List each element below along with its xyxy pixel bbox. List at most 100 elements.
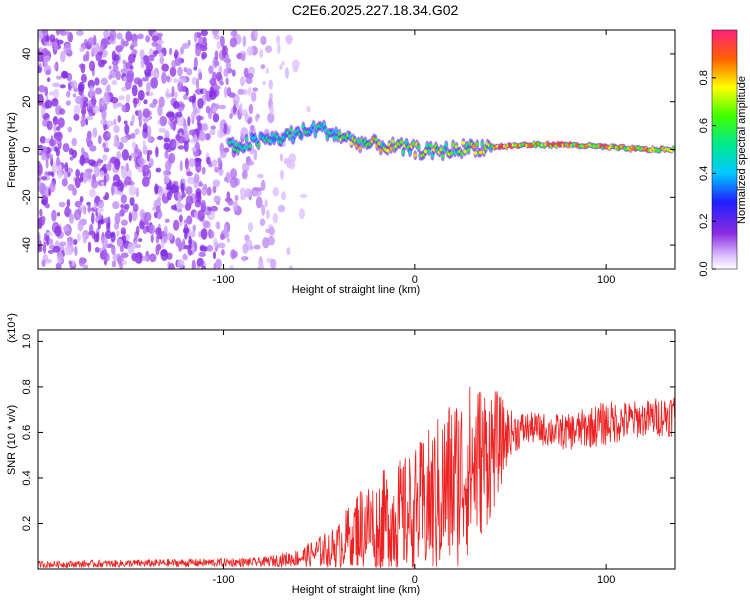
heatmap-noise-cell	[95, 210, 99, 217]
heatmap-noise-cell	[127, 242, 135, 255]
heatmap-noise-cell	[213, 262, 217, 269]
heatmap-noise-cell	[142, 108, 151, 118]
heatmap-noise-cell	[191, 76, 197, 86]
heatmap-noise-cell	[277, 42, 281, 55]
heatmap-noise-cell	[38, 93, 44, 106]
heatmap-noise-cell	[94, 87, 103, 95]
heatmap-noise-cell	[165, 111, 174, 118]
heatmap-noise-cell	[250, 91, 257, 103]
heatmap-noise-cell	[223, 67, 229, 78]
heatmap-noise-cell	[88, 60, 96, 72]
heatmap-noise-cell	[256, 173, 264, 179]
heatmap-noise-cell	[172, 100, 180, 109]
heatmap-noise-cell	[149, 157, 154, 167]
heatmap-noise-cell	[219, 142, 225, 154]
heatmap-noise-cell	[195, 161, 202, 173]
heatmap-noise-cell	[245, 73, 254, 79]
heatmap-noise-cell	[254, 30, 258, 39]
heatmap-noise-cell	[215, 258, 222, 269]
heatmap-noise-cell	[208, 229, 215, 239]
heatmap-noise-cell	[254, 187, 263, 192]
heatmap-noise-cell	[78, 63, 86, 69]
heatmap-noise-cell	[206, 186, 212, 196]
heatmap-noise-cell	[98, 212, 102, 220]
heatmap-noise-cell	[264, 199, 268, 208]
heatmap-noise-cell	[215, 71, 223, 81]
heatmap-noise-cell	[81, 105, 87, 117]
heatmap-noise-cell	[101, 236, 109, 249]
heatmap-noise-cell	[180, 182, 185, 194]
heatmap-noise-cell	[265, 67, 270, 74]
heatmap-noise-cell	[65, 100, 71, 106]
heatmap-noise-cell	[63, 245, 72, 256]
heatmap-noise-cell	[246, 160, 255, 166]
heatmap-signal-cell	[478, 150, 483, 155]
heatmap-noise-cell	[267, 112, 275, 124]
heatmap-noise-cell	[186, 171, 193, 177]
heatmap-noise-cell	[52, 245, 61, 253]
heatmap-signal-cell	[480, 141, 485, 146]
heatmap-noise-cell	[183, 122, 188, 134]
heatmap-noise-cell	[82, 54, 88, 62]
heatmap-signal-cell	[453, 150, 457, 155]
heatmap-noise-cell	[257, 262, 265, 269]
heatmap-axes: -100 0 100 -40 -20 0 20 40	[21, 30, 675, 286]
heatmap-noise-cell	[179, 160, 183, 172]
heatmap-noise-cell	[214, 50, 219, 61]
heatmap-noise-cell	[292, 66, 299, 73]
heatmap-noise-cell	[279, 64, 283, 71]
heatmap-noise-cell	[109, 156, 118, 164]
heatmap-signal-cell	[378, 148, 383, 153]
heatmap-noise-cell	[164, 218, 170, 223]
heatmap-noise-cell	[240, 53, 246, 62]
heatmap-noise-cell	[131, 141, 136, 149]
heatmap-noise-cell	[150, 234, 154, 243]
heatmap-noise-cell	[169, 66, 177, 77]
heatmap-signal-cell	[248, 144, 252, 148]
heatmap-noise-cell	[182, 227, 190, 235]
heatmap-noise-cell	[120, 68, 129, 74]
heatmap-noise-cell	[203, 183, 208, 190]
heatmap-noise-cell	[60, 70, 68, 79]
heatmap-noise-cell	[97, 201, 105, 209]
heatmap-noise-cell	[74, 176, 81, 189]
heatmap-noise-cell	[100, 181, 105, 187]
heatmap-noise-cell	[226, 86, 232, 97]
heatmap-noise-cell	[248, 103, 254, 115]
heatmap-noise-cell	[197, 36, 206, 45]
heatmap-noise-cell	[242, 243, 249, 254]
heatmap-noise-cell	[39, 183, 47, 196]
heatmap-noise-cell	[157, 120, 161, 125]
heatmap-noise-cell	[174, 57, 182, 67]
heatmap-noise-cell	[55, 30, 61, 36]
heatmap-noise-cell	[284, 34, 293, 44]
heatmap-noise-cell	[57, 252, 64, 264]
heatmap-noise-cell	[226, 237, 230, 243]
heatmap-noise-cell	[176, 259, 185, 269]
heatmap-noise-cell	[173, 78, 178, 84]
heatmap-noise-cell	[121, 260, 127, 266]
heatmap-noise-cell	[270, 258, 277, 269]
heatmap-noise-cell	[197, 209, 205, 222]
heatmap-noise-cell	[59, 84, 66, 89]
heatmap-noise-cell	[102, 154, 108, 161]
snr-x-tick-label: -100	[213, 574, 235, 586]
snr-series-line	[38, 386, 675, 569]
heatmap-noise-cell	[196, 257, 204, 267]
heatmap-signal-cell	[408, 150, 412, 155]
heatmap-noise-cell	[169, 119, 175, 130]
heatmap-noise-cell	[230, 168, 238, 180]
heatmap-noise-cell	[213, 60, 220, 67]
heatmap-signal-cell	[475, 142, 480, 147]
heatmap-noise-cell	[261, 204, 266, 216]
heatmap-noise-cell	[200, 30, 209, 37]
heatmap-signal-cell	[461, 141, 466, 145]
heatmap-noise-cell	[159, 52, 164, 58]
heatmap-noise-cell	[95, 52, 102, 62]
heatmap-noise-cell	[44, 99, 53, 109]
heatmap-noise-cell	[99, 44, 105, 53]
heatmap-noise-cell	[195, 45, 202, 57]
heatmap-noise-cell	[218, 104, 227, 110]
heatmap-noise-cell	[113, 125, 120, 134]
heatmap-noise-cell	[157, 186, 164, 197]
